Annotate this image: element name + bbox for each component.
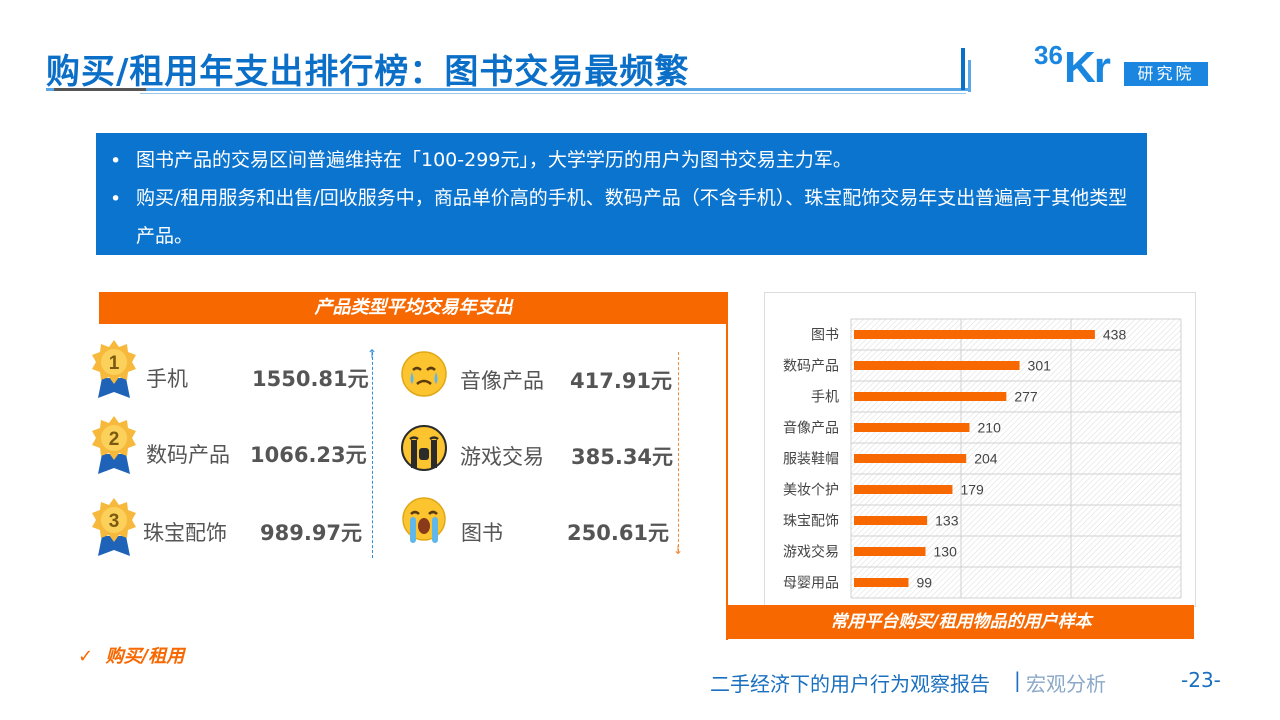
data-label: 210: [978, 420, 1002, 436]
category-label: 音像产品: [783, 420, 839, 437]
category-label: 母婴用品: [783, 576, 839, 592]
bar: [854, 485, 953, 494]
bottom-category-name: 图书: [461, 521, 503, 545]
panel-divider: [726, 324, 728, 640]
avg-spend-header: 产品类型平均交易年支出: [99, 292, 728, 324]
bar: [854, 454, 967, 463]
category-label: 游戏交易: [783, 544, 839, 561]
data-label: 179: [960, 482, 984, 498]
top-category-name: 珠宝配饰: [143, 521, 227, 545]
summary-point: 购买/租用服务和出售/回收服务中，商品单价高的手机、数码产品（不含手机）、珠宝配…: [136, 187, 1128, 247]
medal-rank: 3: [109, 511, 120, 532]
page-number: -23-: [1181, 668, 1221, 692]
data-label: 277: [1014, 389, 1038, 405]
data-label: 204: [974, 451, 998, 467]
bar-chart: 图书 438 数码产品 301 手机 277 音像产品 210 服装鞋帽 204 美妆个护 179 珠宝…: [783, 318, 1182, 599]
bottom-category-value: 417.91元: [570, 369, 673, 393]
sad-face-icon: [401, 351, 447, 397]
medal-icon: 1: [92, 340, 136, 398]
bar: [854, 361, 1020, 370]
bar: [854, 392, 1007, 401]
brand-logo: 36 Kr 研究院: [1034, 40, 1214, 96]
footer-separator: |: [1014, 668, 1021, 692]
bar: [854, 547, 926, 556]
scope-note: ✓ 购买/租用: [78, 642, 184, 668]
down-arrow-icon: ↓: [673, 543, 684, 557]
report-title: 二手经济下的用户行为观察报告: [710, 672, 990, 696]
logo-number: 36: [1034, 40, 1063, 70]
bullet-dot: •: [110, 150, 122, 172]
check-icon: ✓: [78, 646, 94, 667]
bottom-category-value: 250.61元: [567, 521, 670, 545]
report-section: 宏观分析: [1026, 672, 1106, 696]
data-label: 130: [934, 544, 958, 560]
page-title: 购买/租用年支出排行榜：图书交易最频繁: [46, 52, 690, 92]
data-label: 99: [916, 575, 932, 591]
title-deco-bar: [968, 60, 971, 92]
category-label: 手机: [811, 390, 839, 406]
bottom-category-value: 385.34元: [571, 445, 674, 469]
title-deco-bar: [961, 48, 965, 90]
bottom-category-name: 游戏交易: [460, 445, 544, 469]
sobbing-face-icon: [402, 497, 446, 543]
category-label: 图书: [811, 328, 839, 344]
scope-note-label: 购买/租用: [105, 646, 185, 667]
top-category-value: 989.97元: [260, 521, 363, 545]
category-label: 服装鞋帽: [783, 452, 839, 468]
summary-box: • 图书产品的交易区间普遍维持在「100-299元」，大学学历的用户为图书交易主…: [96, 133, 1147, 255]
category-label: 珠宝配饰: [783, 514, 839, 530]
bullet-dot: •: [110, 188, 122, 210]
logo-institute-label: 研究院: [1124, 62, 1208, 86]
medal-icon: 2: [92, 416, 136, 474]
chart-title: 常用平台购买/租用物品的用户样本: [728, 605, 1194, 639]
logo-kr: Kr: [1064, 43, 1111, 92]
data-label: 301: [1028, 358, 1052, 374]
bar: [854, 423, 970, 432]
data-label: 438: [1103, 327, 1127, 343]
top-category-value: 1550.81元: [252, 367, 369, 391]
increase-arrow-line: [372, 352, 374, 558]
user-sample-chart: 图书 438 数码产品 301 手机 277 音像产品 210 服装鞋帽 204 美妆个护 179 珠宝…: [764, 292, 1196, 607]
category-label: 美妆个护: [783, 483, 839, 499]
title-underline: [46, 88, 968, 91]
title-underline-accent: [54, 88, 146, 91]
bottom-category-name: 音像产品: [460, 369, 544, 393]
title-underline-thin: [140, 93, 966, 94]
bar: [854, 330, 1095, 339]
medal-rank: 1: [109, 353, 120, 374]
top-category-value: 1066.23元: [250, 443, 367, 467]
medal-icon: 3: [92, 498, 136, 556]
bar: [854, 578, 909, 587]
category-label: 数码产品: [783, 359, 839, 375]
top-category-name: 手机: [146, 367, 188, 391]
up-arrow-icon: ↑: [367, 347, 378, 361]
medal-rank: 2: [109, 429, 120, 450]
top-category-name: 数码产品: [146, 443, 230, 467]
bar: [854, 516, 928, 525]
decrease-arrow-line: [678, 352, 680, 552]
summary-point: 图书产品的交易区间普遍维持在「100-299元」，大学学历的用户为图书交易主力军…: [136, 149, 852, 171]
crying-face-icon: [401, 425, 447, 471]
data-label: 133: [935, 513, 959, 529]
